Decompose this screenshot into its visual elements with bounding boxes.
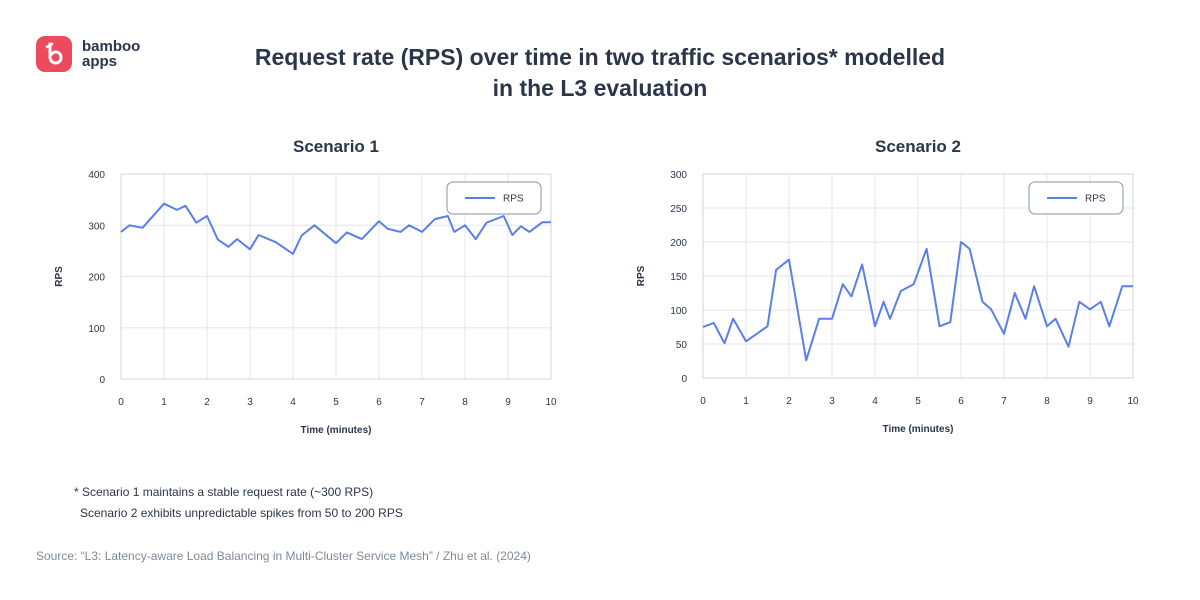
- legend-label: RPS: [1085, 194, 1106, 205]
- x-tick-label: 6: [376, 397, 382, 408]
- y-tick-label: 300: [88, 221, 105, 232]
- x-tick-label: 3: [247, 397, 253, 408]
- y-tick-label: 100: [88, 324, 105, 335]
- series-line-rps: [702, 241, 1133, 362]
- x-tick-label: 7: [419, 397, 425, 408]
- y-axis-label: RPS: [54, 266, 65, 287]
- x-tick-label: 9: [1087, 396, 1093, 407]
- y-tick-label: 200: [670, 238, 687, 249]
- x-tick-label: 4: [290, 397, 296, 408]
- y-tick-label: 100: [670, 306, 687, 317]
- brand-name-line1: bamboo: [82, 38, 141, 55]
- bamboo-logo-icon: [36, 36, 72, 72]
- x-axis-label: Time (minutes): [301, 425, 372, 436]
- page-title-line2: in the L3 evaluation: [492, 75, 708, 101]
- x-tick-label: 8: [1044, 396, 1050, 407]
- x-tick-label: 4: [872, 396, 878, 407]
- y-tick-label: 150: [670, 272, 687, 283]
- y-tick-label: 400: [88, 170, 105, 181]
- x-tick-label: 5: [915, 396, 921, 407]
- chart-title: Scenario 1: [293, 137, 379, 156]
- x-tick-label: 8: [462, 397, 468, 408]
- x-tick-label: 1: [161, 397, 167, 408]
- footnote: * Scenario 1 maintains a stable request …: [74, 482, 403, 524]
- y-axis-label: RPS: [636, 265, 647, 286]
- x-tick-label: 3: [829, 396, 835, 407]
- x-tick-label: 10: [1127, 396, 1139, 407]
- x-tick-label: 0: [118, 397, 124, 408]
- y-tick-label: 50: [676, 340, 688, 351]
- y-tick-label: 250: [670, 204, 687, 215]
- y-tick-label: 0: [99, 375, 105, 386]
- x-tick-label: 0: [700, 396, 706, 407]
- x-tick-label: 9: [505, 397, 511, 408]
- brand-logo: bamboo apps: [36, 36, 152, 72]
- x-tick-label: 5: [333, 397, 339, 408]
- legend-label: RPS: [503, 194, 524, 205]
- x-tick-label: 7: [1001, 396, 1007, 407]
- chart-title: Scenario 2: [875, 137, 961, 156]
- x-tick-label: 1: [743, 396, 749, 407]
- footnote-line1: * Scenario 1 maintains a stable request …: [74, 485, 374, 499]
- y-tick-label: 200: [88, 273, 105, 284]
- page-title-line1: Request rate (RPS) over time in two traf…: [254, 44, 946, 70]
- brand-name-line2: apps: [82, 53, 118, 70]
- page-title: Request rate (RPS) over time in two traf…: [150, 42, 1050, 104]
- x-tick-label: 10: [545, 397, 557, 408]
- x-tick-label: 2: [204, 397, 210, 408]
- y-tick-label: 0: [681, 374, 687, 385]
- x-tick-label: 2: [786, 396, 792, 407]
- series-line-rps: [120, 202, 551, 255]
- x-axis-label: Time (minutes): [883, 424, 954, 435]
- footnote-line2: Scenario 2 exhibits unpredictable spikes…: [80, 506, 403, 520]
- brand-name: bamboo apps: [82, 39, 152, 69]
- source-citation: Source: “L3: Latency-aware Load Balancin…: [36, 549, 531, 563]
- plot-frame: [120, 173, 552, 380]
- plot-frame: [702, 173, 1134, 379]
- x-tick-label: 6: [958, 396, 964, 407]
- y-tick-label: 300: [670, 170, 687, 181]
